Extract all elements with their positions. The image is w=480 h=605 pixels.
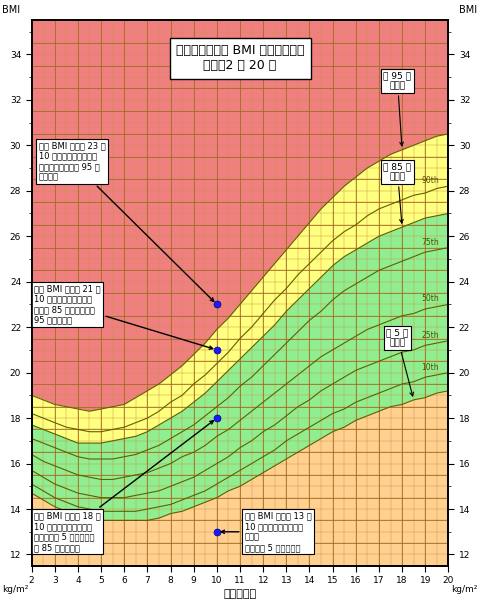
Text: 90th: 90th <box>421 176 439 185</box>
Text: 一名 BMI 指数为 18 的
10 岁男童在健康体重的
类别内（第 5 个百分点至
第 85 个百分点）: 一名 BMI 指数为 18 的 10 岁男童在健康体重的 类别内（第 5 个百分… <box>34 420 214 552</box>
Text: kg/m²: kg/m² <box>451 585 478 594</box>
Text: 一名 BMI 指数为 21 的
10 岁男童在超重的类别
内（第 85 个百分点至第
95 个百分点）: 一名 BMI 指数为 21 的 10 岁男童在超重的类别 内（第 85 个百分点… <box>34 284 213 349</box>
Text: 以年龄为标准的 BMI 指数百分点：
男孩：2 至 20 岁: 以年龄为标准的 BMI 指数百分点： 男孩：2 至 20 岁 <box>176 44 304 73</box>
Text: 第 5 个
百分点: 第 5 个 百分点 <box>386 328 413 396</box>
Text: 25th: 25th <box>421 331 439 340</box>
Text: 一名 BMI 指数为 23 的
10 岁男童在肥胖的类别
内（大于或等于第 95 个
百分点）: 一名 BMI 指数为 23 的 10 岁男童在肥胖的类别 内（大于或等于第 95… <box>38 141 214 301</box>
Text: 第 95 个
百分点: 第 95 个 百分点 <box>384 71 411 146</box>
Text: 75th: 75th <box>421 238 439 247</box>
Text: 第 85 个
百分点: 第 85 个 百分点 <box>384 162 411 223</box>
Text: kg/m²: kg/m² <box>2 585 29 594</box>
Text: BMI: BMI <box>459 5 478 15</box>
Text: BMI: BMI <box>2 5 21 15</box>
Text: 一名 BMI 指数为 13 的
10 岁男童在体重不足的
类别内
（小于第 5 个百分点）: 一名 BMI 指数为 13 的 10 岁男童在体重不足的 类别内 （小于第 5 … <box>221 512 312 552</box>
X-axis label: 岁数（年）: 岁数（年） <box>223 589 257 600</box>
Text: 50th: 50th <box>421 295 439 304</box>
Text: 10th: 10th <box>421 363 439 371</box>
